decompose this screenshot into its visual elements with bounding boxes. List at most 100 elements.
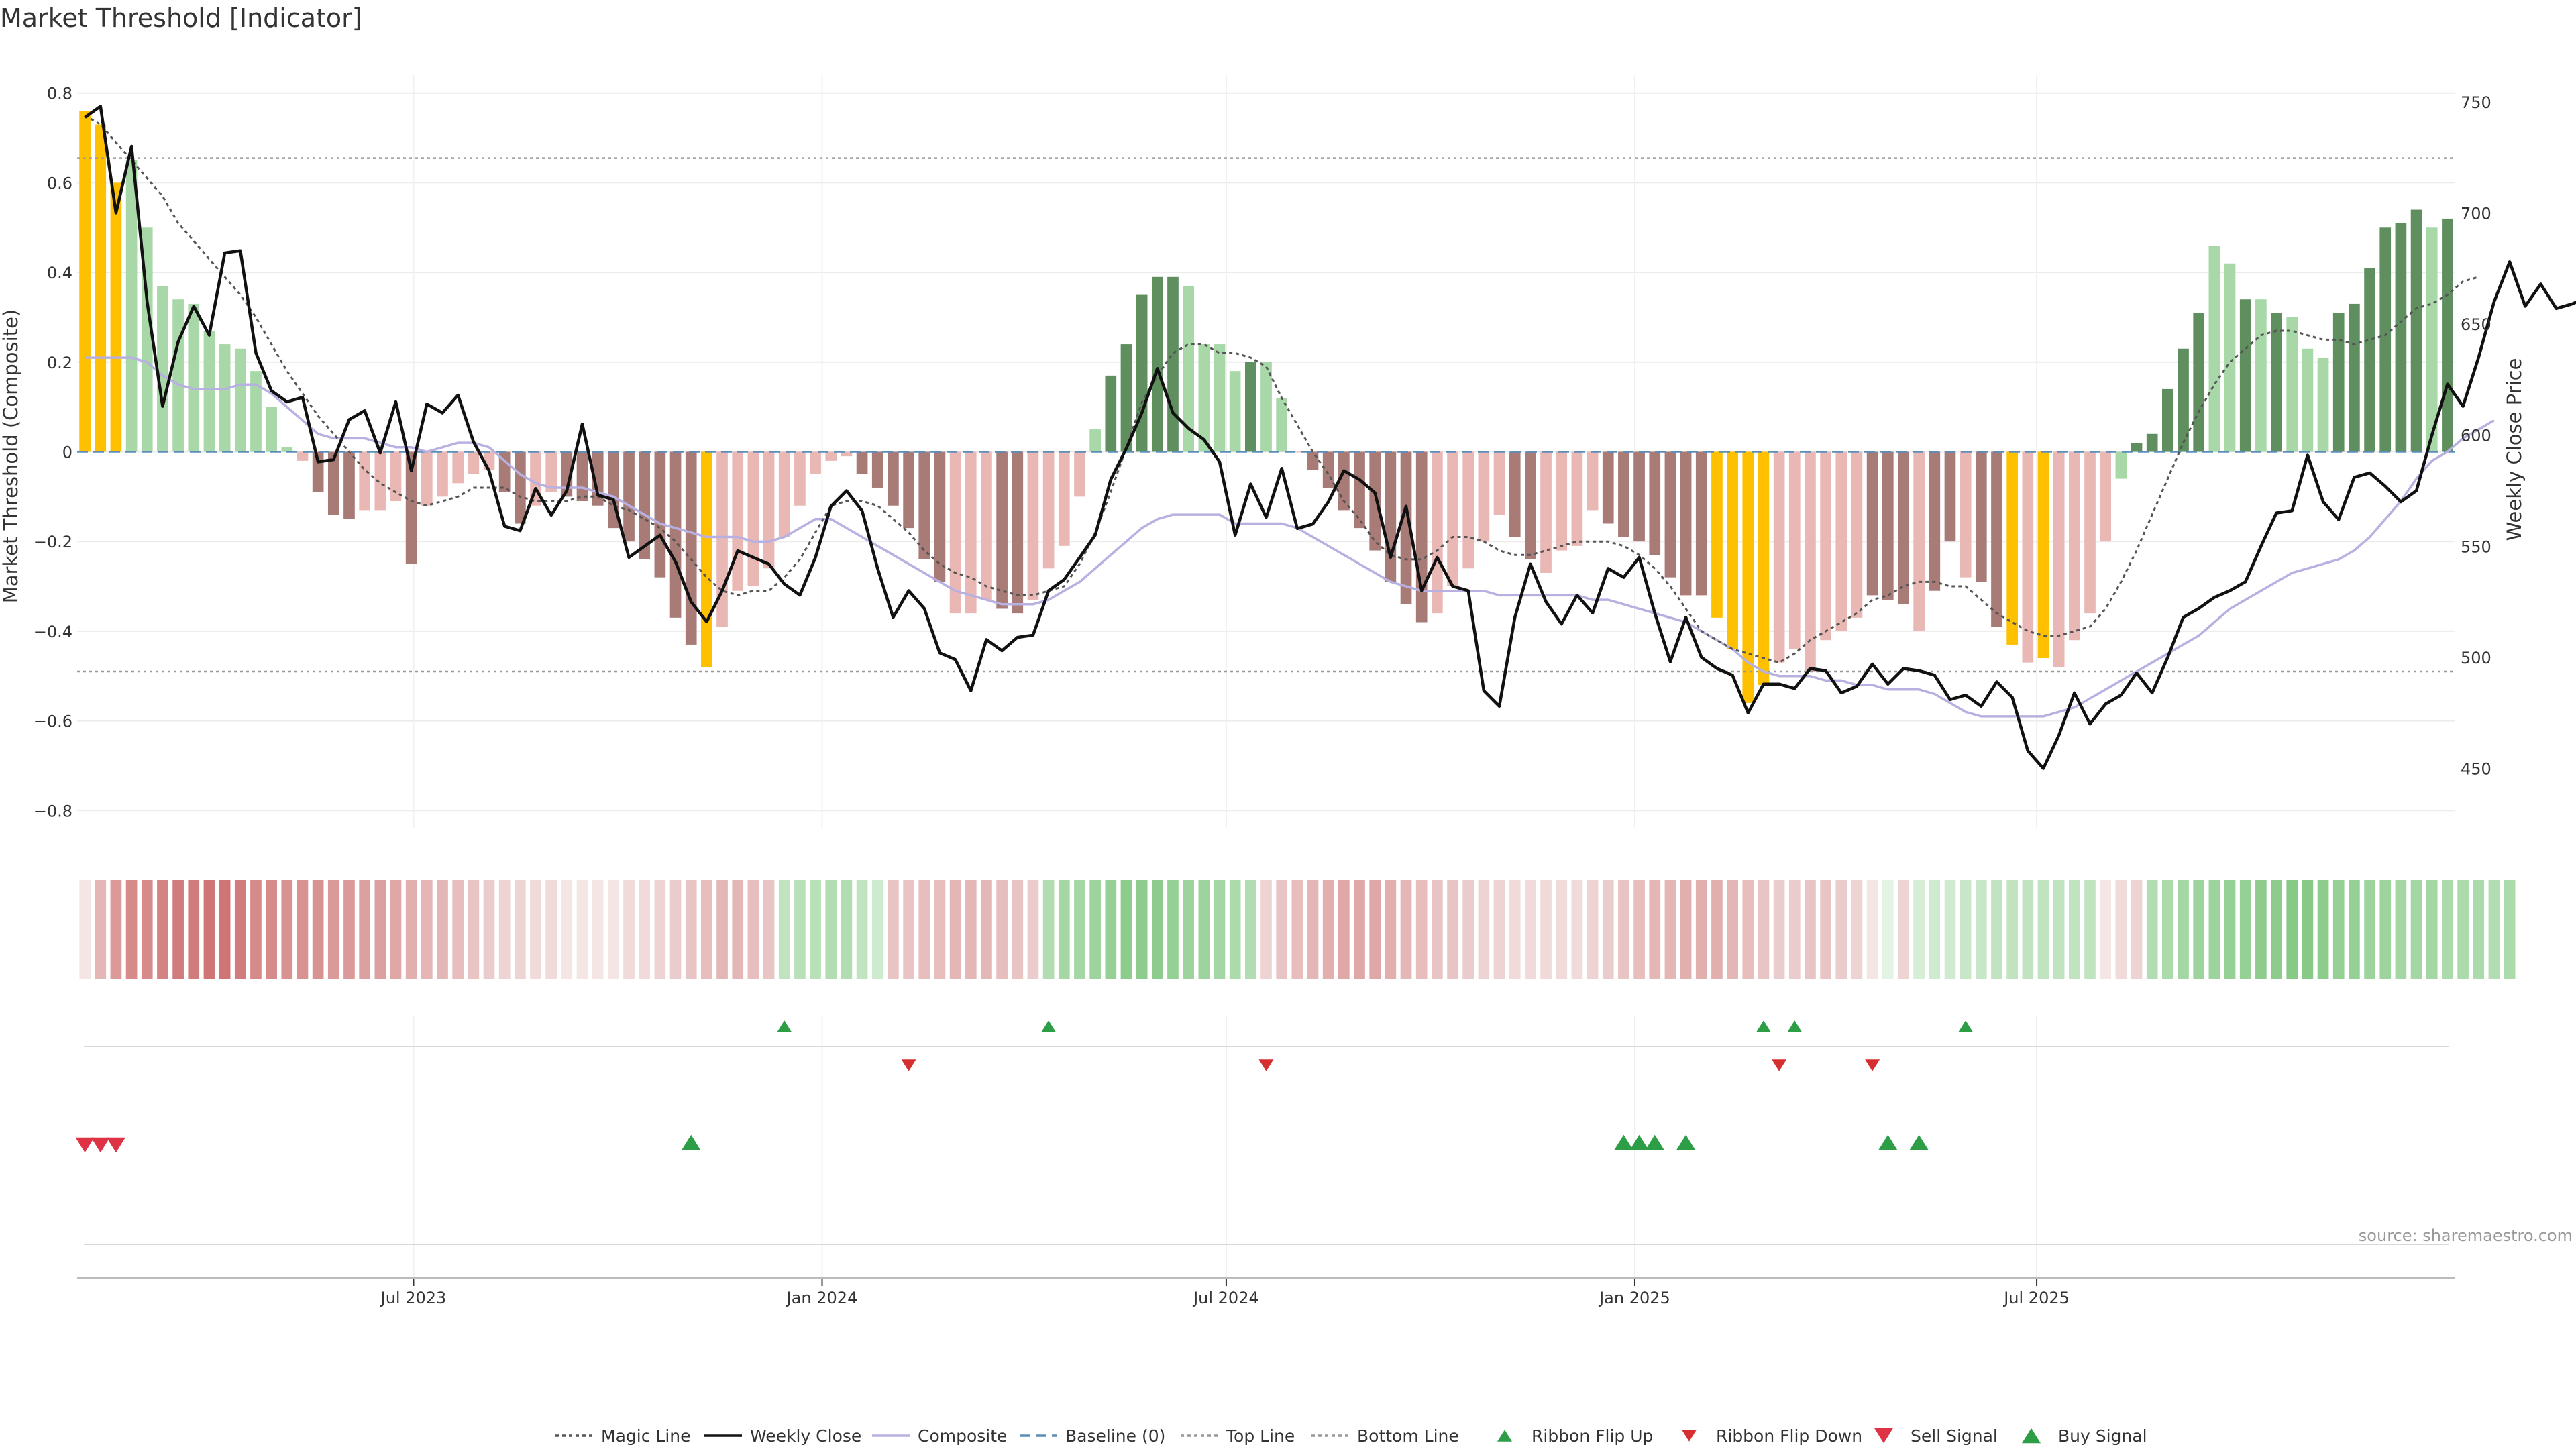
ribbon-cell (374, 880, 386, 979)
ribbon-cell (2037, 880, 2049, 979)
ribbon-cell (2364, 880, 2375, 979)
composite-bar (1820, 451, 1831, 641)
ribbon-cell (343, 880, 355, 979)
ribbon-cell (1307, 880, 1319, 979)
ribbon-cell (1851, 880, 1863, 979)
composite-bar (1960, 451, 1972, 578)
composite-bar (1447, 451, 1458, 587)
composite-bar (1400, 451, 1412, 604)
composite-bar (1571, 451, 1583, 546)
ribbon-cell (747, 880, 759, 979)
composite-bar (778, 451, 790, 537)
ribbon-cell (2332, 880, 2345, 979)
ribbon-cell (2162, 880, 2174, 979)
composite-bar (1788, 451, 1801, 649)
composite-bar (2193, 313, 2205, 452)
composite-bar (234, 348, 246, 452)
ribbon-cell (918, 880, 930, 979)
composite-bar (2084, 451, 2096, 614)
ribbon-cell (2131, 880, 2143, 979)
composite-bar (1929, 451, 1941, 591)
ribbon-cell (2286, 880, 2298, 979)
ribbon-cell (359, 880, 370, 979)
ribbon-flip-down-marker (901, 1059, 916, 1071)
ribbon-cell (576, 880, 588, 979)
composite-bar (1462, 451, 1474, 569)
ribbon-cell (2100, 880, 2112, 979)
ribbon-cell (1758, 880, 1770, 979)
composite-bar (2349, 303, 2360, 452)
y-tick-label: −0.4 (34, 623, 72, 641)
y-tick-label: 0.8 (47, 85, 72, 103)
ribbon-cell (1960, 880, 1972, 979)
composite-bar (1727, 451, 1738, 649)
ribbon-cell (934, 880, 946, 979)
ribbon-cell (716, 880, 728, 979)
y2-tick-label: 500 (2461, 649, 2491, 667)
composite-bar (1851, 451, 1863, 618)
composite-bar (841, 451, 853, 457)
ribbon-cell (1120, 880, 1132, 979)
ribbon-cell (2488, 880, 2500, 979)
ribbon-cell (965, 880, 977, 979)
ribbon-cell (949, 880, 961, 979)
ribbon-cell (1944, 880, 1956, 979)
ribbon-cell (2426, 880, 2438, 979)
composite-bar (2006, 451, 2018, 645)
composite-bar (576, 451, 588, 502)
composite-bar (701, 451, 712, 667)
composite-line (85, 356, 2495, 718)
buy-signal-marker (1909, 1134, 1929, 1150)
legend-swatch (1497, 1430, 1512, 1442)
ribbon-cell (608, 880, 619, 979)
ribbon-cell (2255, 880, 2267, 979)
composite-bar (2426, 227, 2438, 452)
ribbon-cell (1291, 880, 1303, 979)
legend-swatch (1682, 1430, 1697, 1442)
composite-bar (219, 344, 231, 452)
buy-signal-marker (1614, 1134, 1633, 1150)
magic-line (84, 114, 2479, 664)
composite-bar (468, 451, 480, 474)
composite-bar (110, 182, 122, 452)
ribbon-cell (1680, 880, 1692, 979)
ribbon-cell (856, 880, 868, 979)
grid-lines (77, 75, 2455, 1278)
ribbon-cell (1556, 880, 1568, 979)
sell-signal-marker (106, 1137, 125, 1153)
ribbon-cell (437, 880, 448, 979)
ribbon-cell (2115, 880, 2127, 979)
ribbon-cell (778, 880, 790, 979)
composite-bar (1074, 451, 1085, 497)
composite-bar (1866, 451, 1878, 596)
composite-bar (2146, 433, 2158, 452)
composite-bar (888, 451, 899, 506)
composite-bar (2395, 223, 2407, 452)
composite-bar (95, 124, 107, 452)
ribbon-flip-up-marker (1041, 1020, 1057, 1032)
ribbon-cell (1400, 880, 1412, 979)
composite-bar (250, 371, 262, 452)
ribbon-cell (2504, 880, 2516, 979)
composite-bar (452, 451, 464, 484)
ribbon-flip-down-marker (1772, 1059, 1787, 1071)
ribbon-cell (234, 880, 246, 979)
sell-signal-marker (91, 1137, 110, 1153)
composite-bar (763, 451, 775, 569)
y2-tick-label: 650 (2461, 315, 2491, 334)
composite-bars (79, 111, 2453, 703)
composite-bar (1975, 451, 1987, 582)
ribbon-cell (1509, 880, 1521, 979)
ribbon-cell (1618, 880, 1629, 979)
composite-bar (996, 451, 1008, 609)
ribbon-cell (1898, 880, 1909, 979)
x-tick-label: Jul 2024 (1192, 1289, 1259, 1307)
composite-bar (981, 451, 992, 600)
y-tick-label: −0.8 (34, 802, 72, 820)
ribbon-cell (1649, 880, 1661, 979)
ribbon-cell (1105, 880, 1117, 979)
series-lines (77, 105, 2576, 770)
ribbon-cell (1354, 880, 1365, 979)
composite-bar (2302, 348, 2314, 452)
ribbon-cell (172, 880, 184, 979)
